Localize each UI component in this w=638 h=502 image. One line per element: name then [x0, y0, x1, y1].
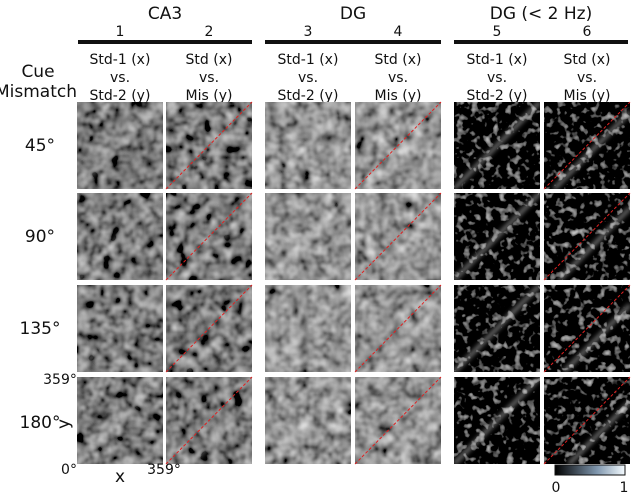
group-rule [454, 40, 628, 44]
column-label: vs. [298, 70, 318, 86]
reference-diagonal [543, 101, 631, 190]
axis-x-label: x [115, 467, 125, 487]
heatmap-diagonal [368, 206, 443, 282]
reference-diagonal [354, 284, 442, 373]
column-label: vs. [110, 70, 130, 86]
group-rule [265, 40, 441, 44]
reference-diagonal [165, 192, 253, 281]
colorbar-max: 1 [620, 480, 629, 496]
column-label: Std-2 (y) [278, 88, 339, 104]
column-number: 2 [205, 24, 214, 40]
axis-y-max: 359° [43, 372, 77, 388]
heatmap-diagonal [263, 283, 353, 374]
heatmap-diagonal [174, 110, 254, 191]
heatmap-diagonal [452, 191, 542, 282]
reference-diagonal [543, 192, 631, 281]
heatmap-diagonal [452, 283, 542, 374]
group-rule [78, 40, 252, 44]
heatmap-diagonal [452, 100, 542, 191]
colorbar-min: 0 [552, 480, 561, 496]
column-label: Std (x) [375, 52, 422, 68]
column-label: Mis (y) [375, 88, 422, 104]
row-label: 180° [20, 413, 61, 433]
heatmap-diagonal [263, 100, 353, 191]
column-number: 1 [116, 24, 125, 40]
row-header: Mismatch [0, 82, 77, 102]
heatmap-diagonal [263, 191, 353, 282]
column-number: 6 [583, 24, 592, 40]
heatmap-diagonal [75, 191, 165, 282]
row-label: 45° [25, 136, 55, 156]
column-label: vs. [199, 70, 219, 86]
row-label: 135° [20, 319, 61, 339]
heatmap-diagonal [373, 303, 443, 374]
heatmap-diagonal [263, 375, 353, 466]
axis-x-max: 359° [147, 462, 181, 478]
row-header: Cue [21, 62, 54, 82]
group-title: CA3 [148, 4, 182, 24]
heatmap-diagonal [557, 206, 632, 282]
row-label: 90° [25, 227, 55, 247]
heatmap-diagonal [567, 400, 632, 466]
column-label: Std (x) [564, 52, 611, 68]
column-label: vs. [388, 70, 408, 86]
column-label: Std-1 (x) [467, 52, 528, 68]
column-label: Std-1 (x) [90, 52, 151, 68]
column-label: Std-2 (y) [90, 88, 151, 104]
heatmap-diagonal [75, 375, 165, 466]
group-title: DG [340, 4, 366, 24]
reference-diagonal [543, 376, 631, 465]
reference-diagonal [165, 284, 253, 373]
reference-diagonal [543, 284, 631, 373]
heatmap-diagonal [552, 110, 632, 191]
heatmap-diagonal [75, 100, 165, 191]
heatmap-diagonal [189, 400, 254, 466]
group-title: DG (< 2 Hz) [490, 4, 593, 24]
colorbar [554, 464, 626, 476]
column-label: Mis (y) [186, 88, 233, 104]
column-label: Std-1 (x) [278, 52, 339, 68]
reference-diagonal [165, 376, 253, 465]
column-number: 4 [394, 24, 403, 40]
heatmap-diagonal [562, 303, 632, 374]
column-label: Std-2 (y) [467, 88, 528, 104]
heatmap-diagonal [452, 375, 542, 466]
heatmap-diagonal [363, 110, 443, 191]
column-label: Mis (y) [564, 88, 611, 104]
heatmap-diagonal [378, 400, 443, 466]
reference-diagonal [165, 101, 253, 190]
reference-diagonal [354, 376, 442, 465]
reference-diagonal [354, 101, 442, 190]
column-number: 5 [493, 24, 502, 40]
reference-diagonal [354, 192, 442, 281]
column-label: vs. [577, 70, 597, 86]
column-number: 3 [304, 24, 313, 40]
heatmap-diagonal [75, 283, 165, 374]
column-label: Std (x) [186, 52, 233, 68]
heatmap-diagonal [184, 303, 254, 374]
heatmap-diagonal [179, 206, 254, 282]
axis-y-label: y [54, 419, 74, 429]
axis-x-min: 0° [61, 462, 77, 478]
column-label: vs. [487, 70, 507, 86]
